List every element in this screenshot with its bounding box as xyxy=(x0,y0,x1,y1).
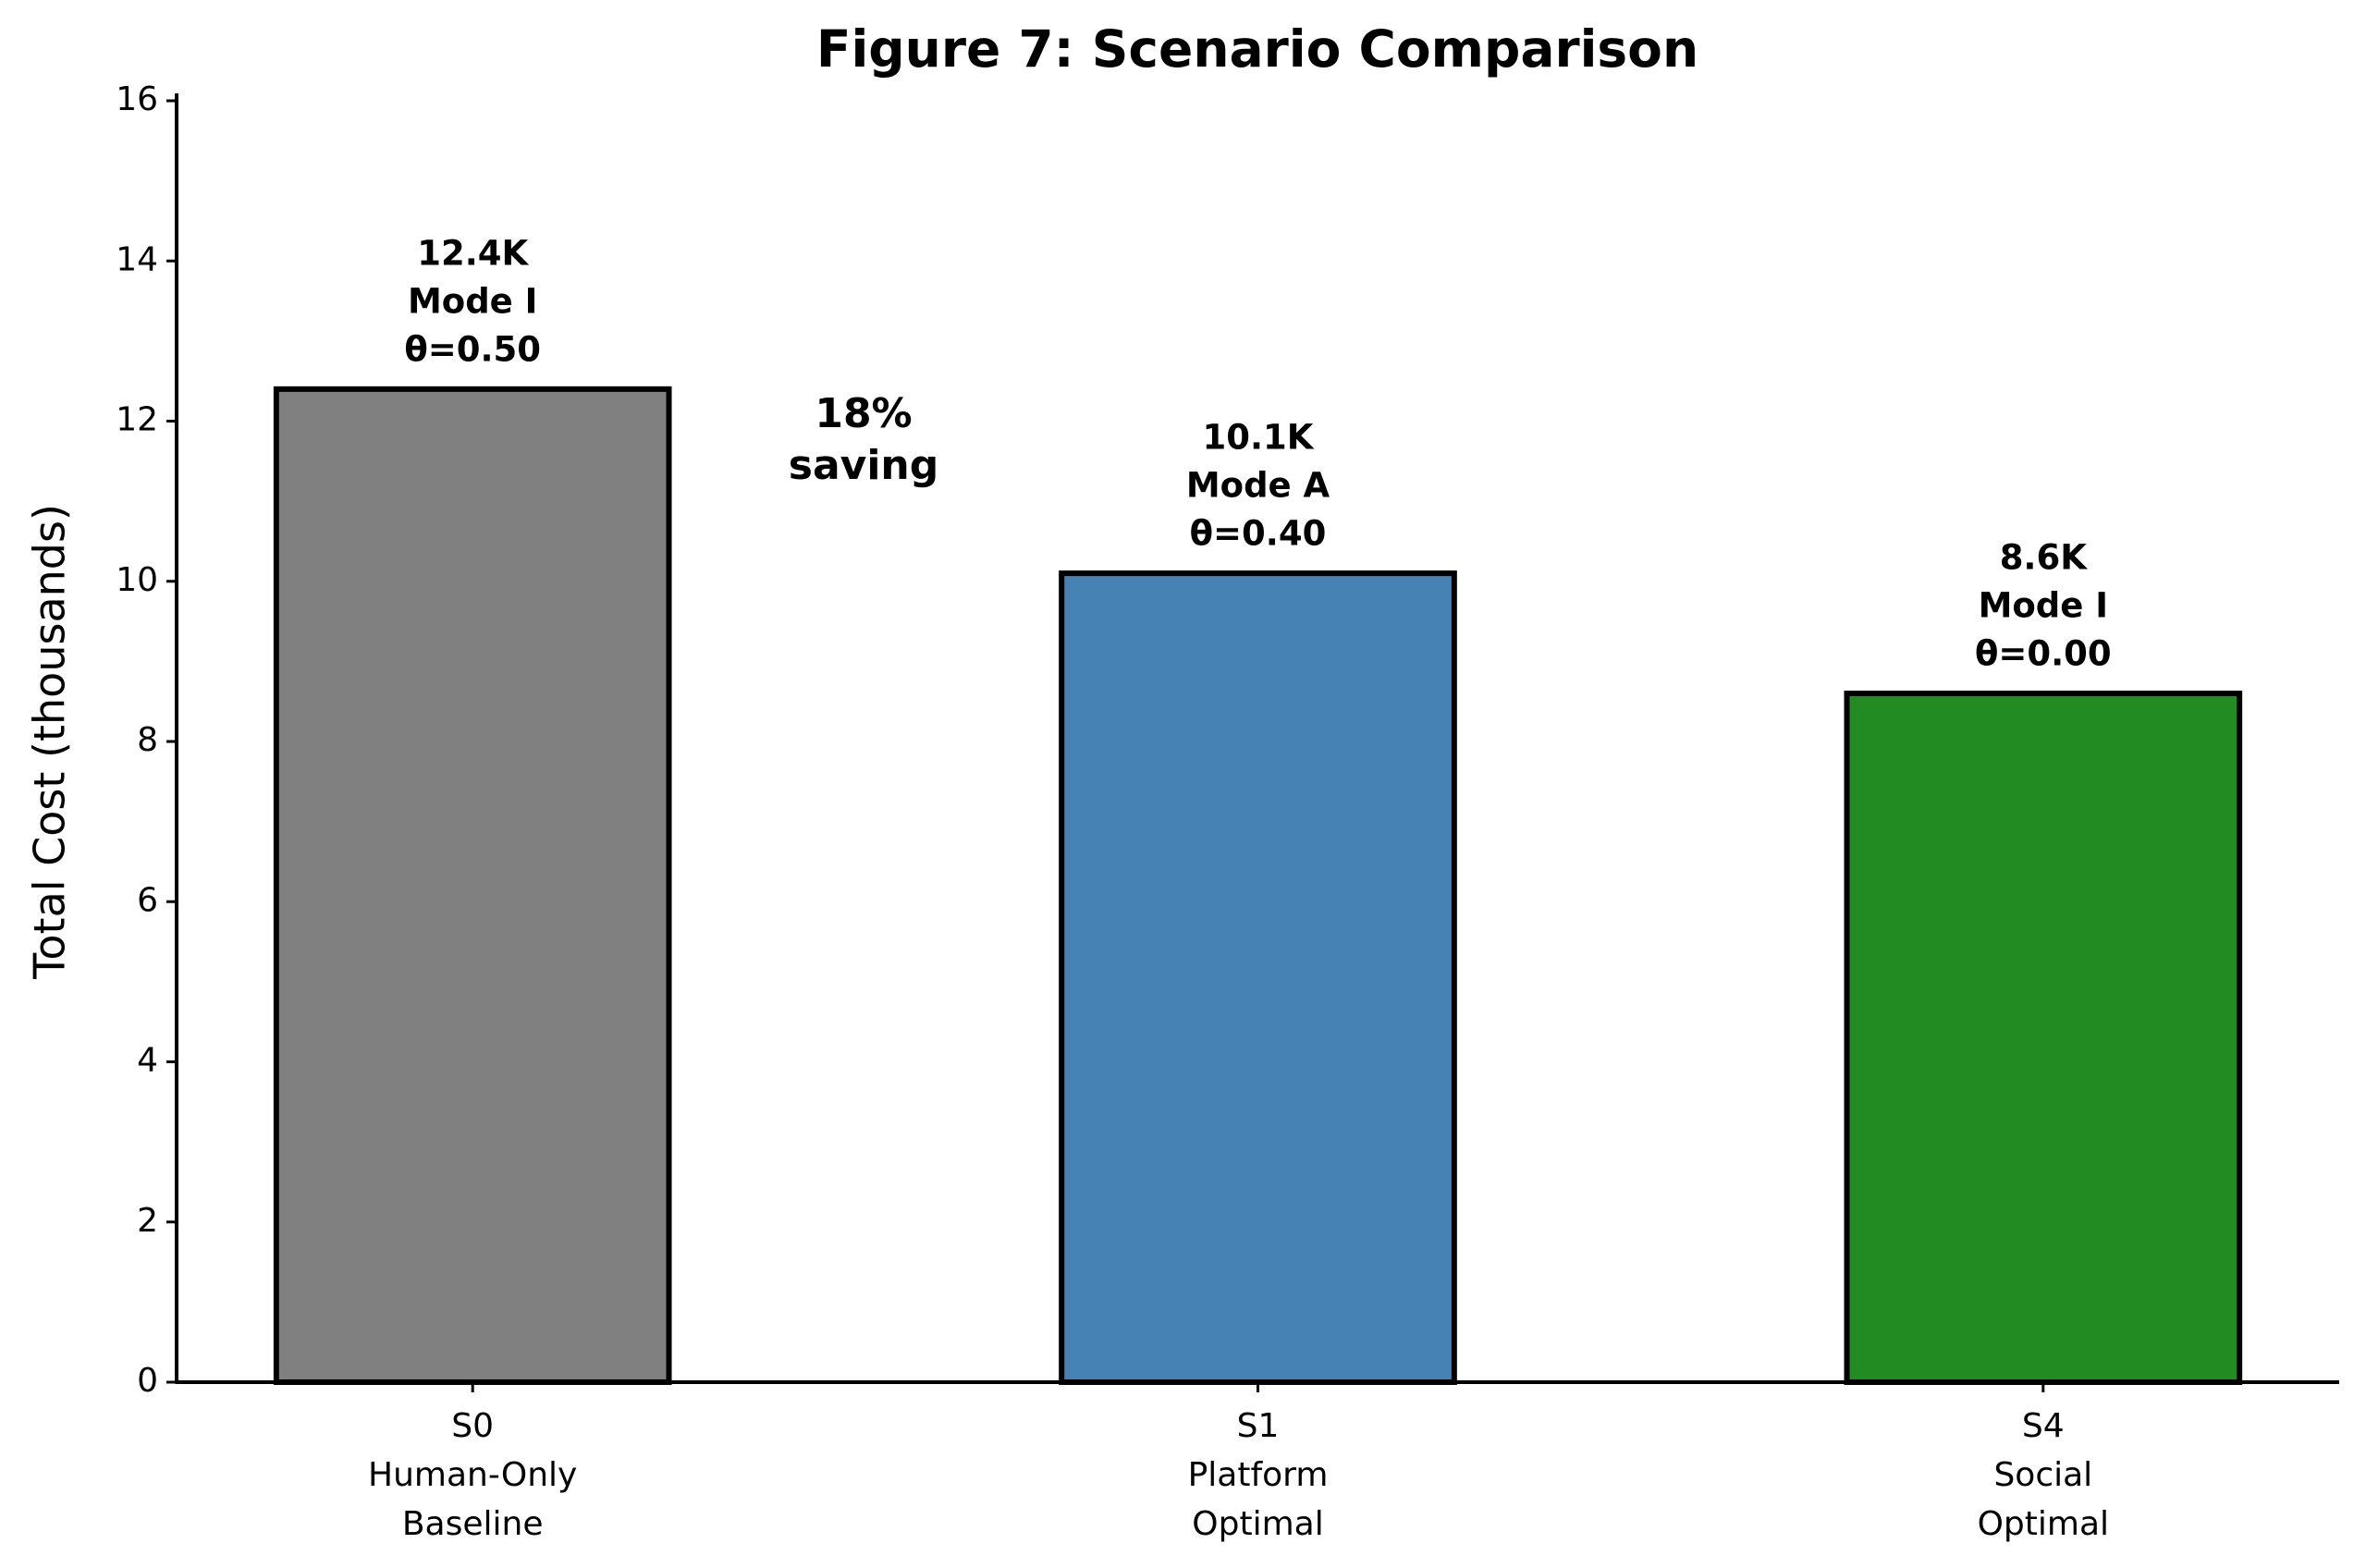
bar xyxy=(1844,691,2243,1385)
annotation: 18% saving xyxy=(789,390,938,489)
bar xyxy=(273,386,672,1386)
bar-annotation: Mode I xyxy=(408,281,537,321)
x-tick-label: S4 xyxy=(2022,1407,2065,1445)
bar xyxy=(1059,570,1457,1385)
y-tick-label: 12 xyxy=(116,401,158,439)
chart-title: Figure 7: Scenario Comparison xyxy=(816,19,1698,79)
y-tick-label: 2 xyxy=(137,1202,158,1240)
y-tick-label: 4 xyxy=(137,1042,158,1080)
x-tick-label: Optimal xyxy=(1192,1505,1323,1543)
bar-annotation: Mode A xyxy=(1186,466,1330,506)
x-tick-label: Baseline xyxy=(402,1505,544,1543)
annotation-text: saving xyxy=(789,442,938,489)
x-tick-label: Platform xyxy=(1188,1456,1329,1494)
bar-annotation: θ=0.00 xyxy=(1975,634,2112,674)
y-tick-label: 16 xyxy=(116,80,158,118)
y-axis-label: Total Cost (thousands) xyxy=(25,504,75,980)
x-tick-label: Human-Only xyxy=(368,1456,577,1494)
bar-annotation: θ=0.40 xyxy=(1190,514,1327,554)
x-tick-label: Social xyxy=(1993,1456,2092,1494)
y-tick-label: 6 xyxy=(137,881,158,919)
y-tick-label: 10 xyxy=(116,561,158,599)
bar-annotation: θ=0.50 xyxy=(404,329,541,369)
y-tick-label: 0 xyxy=(137,1362,158,1400)
annotation-text: 18% xyxy=(815,390,912,437)
value-label: 8.6K xyxy=(2000,538,2089,578)
x-tick-label: Optimal xyxy=(1978,1505,2109,1543)
x-tick-label: S1 xyxy=(1237,1407,1280,1445)
bar-annotation: Mode I xyxy=(1979,586,2108,626)
y-tick-label: 8 xyxy=(137,721,158,759)
y-tick-label: 14 xyxy=(116,240,158,278)
x-tick-label: S0 xyxy=(451,1407,494,1445)
value-label: 10.1K xyxy=(1203,418,1315,458)
value-label: 12.4K xyxy=(417,233,529,273)
